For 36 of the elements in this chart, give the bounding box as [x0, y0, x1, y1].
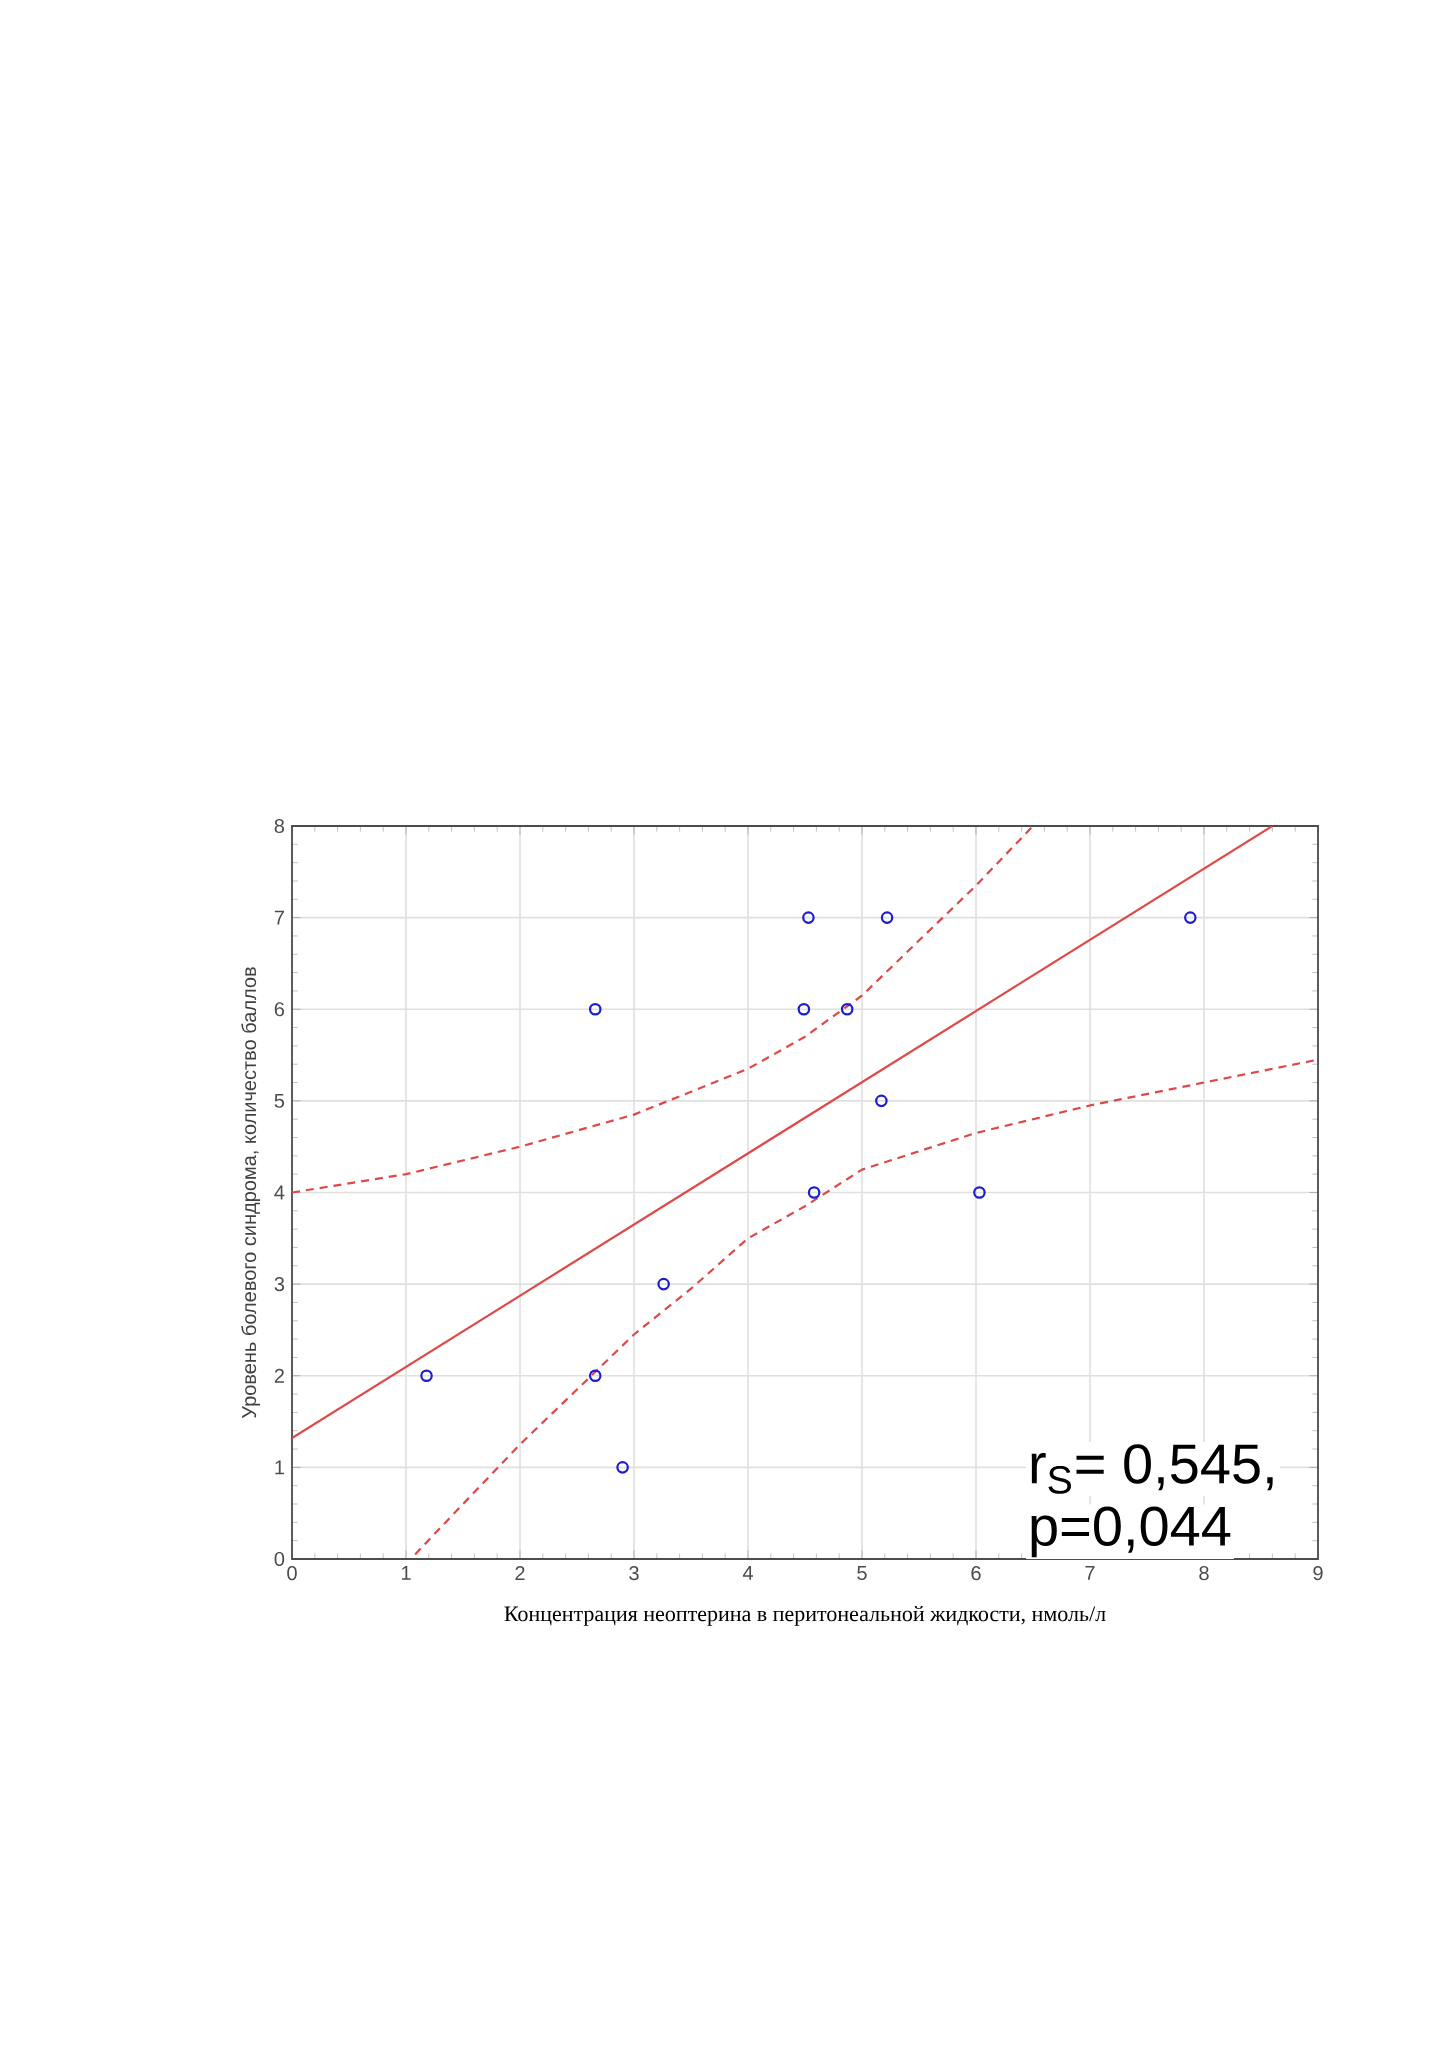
- y-tick-label: 2: [274, 1368, 284, 1383]
- x-tick-label: 3: [629, 1566, 639, 1581]
- point: [588, 1002, 602, 1016]
- annotation: p=0,044: [1031, 1506, 1231, 1558]
- point: [420, 1369, 433, 1383]
- point: [1184, 911, 1197, 924]
- point: [973, 1186, 986, 1199]
- point: [807, 1186, 821, 1199]
- y-tick-label: 7: [274, 910, 284, 925]
- point: [616, 1461, 629, 1474]
- y-tick-label: 8: [274, 818, 285, 834]
- x-tick-label: 5: [857, 1566, 867, 1580]
- x-tick-label: 1: [401, 1566, 411, 1580]
- y-tick-label: 6: [274, 1002, 285, 1017]
- point: [880, 911, 894, 924]
- point: [875, 1094, 888, 1108]
- y-tick-label: 5: [274, 1093, 285, 1108]
- point: [797, 1002, 811, 1016]
- y-tick-label: 3: [274, 1277, 285, 1292]
- y-tick-label: 4: [274, 1185, 285, 1200]
- point: [588, 1369, 602, 1383]
- annotation: r$_{S}$= 0,545,: [1031, 1444, 1273, 1494]
- x-tick-label: 2: [515, 1566, 525, 1581]
- point: [840, 1002, 854, 1016]
- point: [802, 911, 815, 924]
- x-tick-label: 6: [971, 1566, 981, 1581]
- y-axis-title: Уровень болевого синдрома, количество баллов: [241, 967, 261, 1419]
- x-tick-label: 0: [287, 1566, 297, 1581]
- x-tick-label: 9: [1313, 1566, 1323, 1581]
- x-tick-label: 7: [1085, 1566, 1095, 1580]
- x-tick-label: 8: [1199, 1566, 1209, 1581]
- y-tick-label: 1: [275, 1460, 284, 1475]
- y-tick-label: 0: [274, 1551, 285, 1567]
- x-tick-label: 4: [742, 1566, 753, 1580]
- x-axis-title: Концентрация неоптерина в перитонеальной жидкости, нмоль/л: [504, 1605, 1106, 1626]
- point: [657, 1277, 670, 1291]
